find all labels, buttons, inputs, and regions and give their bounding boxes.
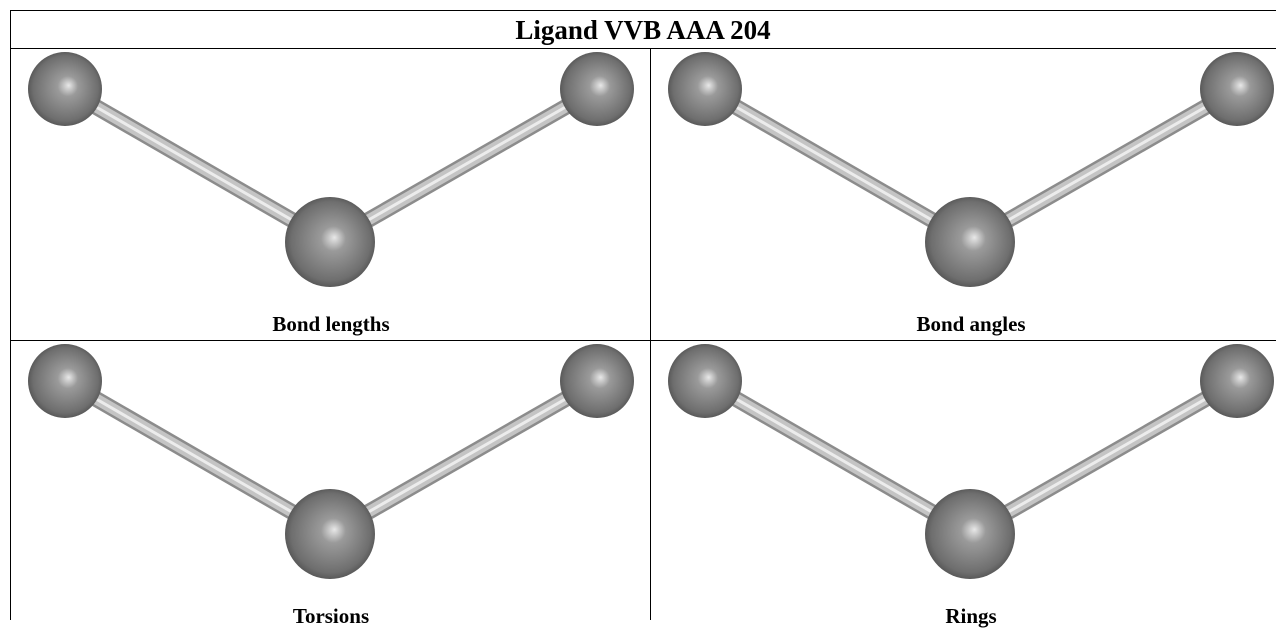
atom [560,344,634,418]
title: Ligand VVB AAA 204 [10,12,1276,48]
caption: Bond lengths [11,312,651,337]
atom [560,52,634,126]
bond-highlight [65,381,330,534]
bond-highlight [330,381,597,534]
atom [28,344,102,418]
atom [28,52,102,126]
molecule [651,341,1276,633]
panel: Rings [651,341,1276,633]
atom [285,197,375,287]
bond-highlight [705,381,970,534]
bond-highlight [970,89,1237,242]
atom [668,52,742,126]
atom [1200,52,1274,126]
caption: Bond angles [651,312,1276,337]
panel: Bond angles [651,49,1276,341]
caption: Torsions [11,604,651,629]
atom [925,489,1015,579]
atom [285,489,375,579]
molecule [11,49,651,341]
bond-highlight [330,89,597,242]
bond-highlight [65,89,330,242]
molecule [651,49,1276,341]
atom [925,197,1015,287]
bond-highlight [705,89,970,242]
panel: Torsions [11,341,651,633]
caption: Rings [651,604,1276,629]
bond-highlight [970,381,1237,534]
panel: Bond lengths [11,49,651,341]
atom [1200,344,1274,418]
border [10,10,1276,11]
atom [668,344,742,418]
molecule [11,341,651,633]
